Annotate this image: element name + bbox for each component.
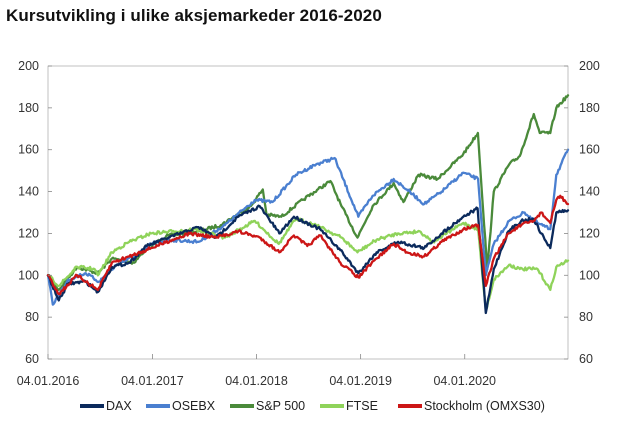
legend-label-stockholm-omxs30: Stockholm (OMXS30)	[424, 399, 545, 413]
series-line-stockholm-omxs30	[46, 194, 570, 296]
x-tick-label: 04.01.2018	[225, 374, 288, 388]
y-tick-label-right: 180	[579, 101, 600, 115]
series-layer	[46, 94, 570, 315]
chart-title: Kursutvikling i ulike aksjemarkeder 2016…	[6, 6, 382, 25]
x-tick-label: 04.01.2017	[121, 374, 184, 388]
y-tick-label-right: 200	[579, 59, 600, 73]
y-tick-label-right: 120	[579, 226, 600, 240]
legend-label-osebx: OSEBX	[172, 399, 216, 413]
legend-label-s-p-500: S&P 500	[256, 399, 305, 413]
y-tick-label-left: 200	[18, 59, 39, 73]
y-tick-label-left: 120	[18, 226, 39, 240]
y-tick-label-left: 60	[25, 352, 39, 366]
legend-label-ftse: FTSE	[346, 399, 378, 413]
y-tick-label-right: 160	[579, 143, 600, 157]
x-tick-label: 04.01.2016	[17, 374, 80, 388]
legend-label-dax: DAX	[106, 399, 132, 413]
y-tick-label-left: 140	[18, 185, 39, 199]
y-tick-label-left: 180	[18, 101, 39, 115]
x-tick-label: 04.01.2020	[433, 374, 496, 388]
x-tick-label: 04.01.2019	[329, 374, 392, 388]
y-tick-label-right: 60	[579, 352, 593, 366]
y-tick-label-right: 100	[579, 268, 600, 282]
y-tick-label-right: 140	[579, 185, 600, 199]
series-line-s-p-500	[46, 94, 570, 292]
axes-layer: 60 60 80 80 100 100 120 120 140 140 160 160 180 180 20…	[17, 59, 600, 388]
legend: DAX OSEBX S&P 500 FTSE Stockholm (OMXS30)	[80, 399, 545, 413]
y-tick-label-left: 100	[18, 268, 39, 282]
y-tick-label-left: 80	[25, 310, 39, 324]
y-tick-label-right: 80	[579, 310, 593, 324]
plot-frame	[47, 65, 569, 360]
y-tick-label-left: 160	[18, 143, 39, 157]
